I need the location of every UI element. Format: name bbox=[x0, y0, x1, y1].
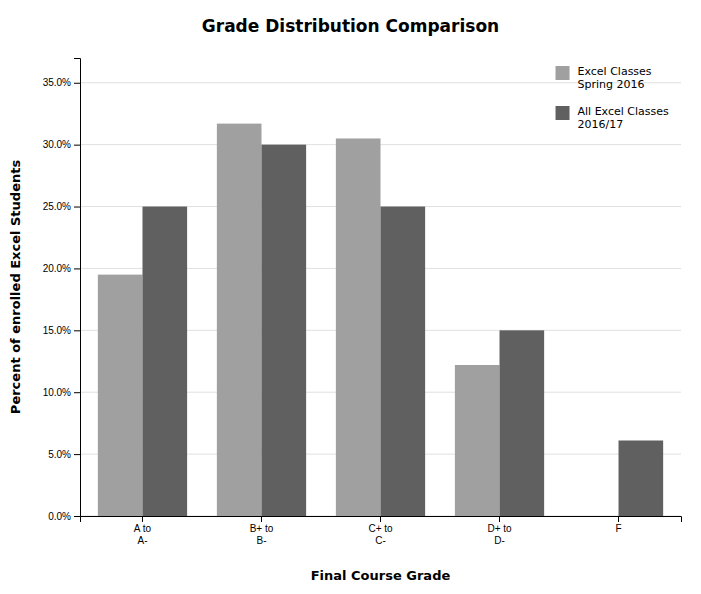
tick-label: C+ toC- bbox=[368, 523, 393, 546]
tick: 15.0% bbox=[43, 325, 80, 336]
tick-mark bbox=[74, 207, 80, 208]
tick-label: 35.0% bbox=[43, 77, 71, 88]
bar bbox=[455, 365, 500, 516]
tick-label: 10.0% bbox=[43, 387, 71, 398]
tick: 20.0% bbox=[43, 263, 80, 274]
tick: F bbox=[615, 516, 621, 534]
text-line: 2016/17 bbox=[578, 118, 624, 131]
tick: B+ toB- bbox=[250, 516, 274, 546]
axis-line bbox=[81, 517, 682, 523]
tick-mark bbox=[618, 516, 619, 522]
tick: 0.0% bbox=[48, 511, 80, 522]
legend-swatch bbox=[556, 66, 570, 80]
tick-mark bbox=[74, 145, 80, 146]
tick-mark bbox=[74, 516, 80, 517]
title: Grade Distribution Comparison bbox=[202, 16, 499, 36]
legend-item: Excel ClassesSpring 2016 bbox=[556, 65, 652, 91]
tick-label: 15.0% bbox=[43, 325, 71, 336]
tick-mark bbox=[74, 268, 80, 269]
x-axis: A toA- B+ toB- C+ toC- D+ toD- F bbox=[81, 516, 682, 546]
tick: 10.0% bbox=[43, 387, 80, 398]
tick: 5.0% bbox=[48, 449, 80, 460]
axis-line bbox=[74, 59, 81, 517]
bar bbox=[381, 207, 426, 516]
bar bbox=[217, 124, 262, 516]
tick-mark bbox=[74, 454, 80, 455]
text-line: Spring 2016 bbox=[578, 78, 645, 91]
bar bbox=[619, 440, 664, 516]
tick: 30.0% bbox=[43, 139, 80, 150]
text-line: A- bbox=[137, 535, 147, 546]
tick-label: A toA- bbox=[134, 523, 152, 546]
marks bbox=[98, 124, 663, 516]
series bbox=[142, 145, 663, 516]
legend: Excel ClassesSpring 2016 All Excel Classe… bbox=[556, 65, 669, 131]
text-line: D- bbox=[494, 535, 505, 546]
bar bbox=[98, 275, 143, 516]
text-line: B+ to bbox=[250, 523, 274, 534]
bar bbox=[574, 516, 619, 517]
bar bbox=[336, 138, 381, 516]
text-line: A to bbox=[134, 523, 152, 534]
text-line: D+ to bbox=[487, 523, 512, 534]
tick-mark bbox=[74, 392, 80, 393]
legend-swatch bbox=[556, 106, 570, 120]
tick-mark bbox=[74, 83, 80, 84]
bar bbox=[142, 207, 187, 516]
legend-label: Excel ClassesSpring 2016 bbox=[578, 65, 652, 91]
tick-mark bbox=[499, 516, 500, 522]
tick-mark bbox=[142, 516, 143, 522]
bar bbox=[261, 145, 306, 516]
text-line: B- bbox=[256, 535, 266, 546]
text-line: All Excel Classes bbox=[578, 105, 669, 118]
y-axis-title: Percent of enrolled Excel Students bbox=[8, 160, 23, 415]
tick-mark bbox=[380, 516, 381, 522]
tick: A toA- bbox=[134, 516, 152, 546]
grid bbox=[80, 83, 681, 516]
text-line: Excel Classes bbox=[578, 65, 652, 78]
series bbox=[98, 124, 500, 516]
tick-label: B+ toB- bbox=[250, 523, 274, 546]
y-axis: 0.0% 5.0% 10.0% 15.0% 20.0% 25.0% 30.0% 35.0% bbox=[43, 59, 81, 522]
tick-label: F bbox=[615, 523, 621, 534]
legend-item: All Excel Classes2016/17 bbox=[556, 105, 669, 131]
tick: 35.0% bbox=[43, 77, 80, 88]
text-line: F bbox=[615, 523, 621, 534]
bar bbox=[500, 330, 545, 516]
tick-label: 5.0% bbox=[48, 449, 71, 460]
text-line: C- bbox=[375, 535, 386, 546]
tick-label: 25.0% bbox=[43, 201, 71, 212]
tick-label: 20.0% bbox=[43, 263, 71, 274]
tick-label: D+ toD- bbox=[487, 523, 512, 546]
x-axis-title: Final Course Grade bbox=[311, 568, 451, 583]
chart: 0.0% 5.0% 10.0% 15.0% 20.0% 25.0% 30.0% 35.0% A … bbox=[0, 0, 701, 594]
tick: D+ toD- bbox=[487, 516, 512, 546]
tick-label: 0.0% bbox=[48, 511, 71, 522]
legend-label: All Excel Classes2016/17 bbox=[578, 105, 669, 131]
tick-mark bbox=[261, 516, 262, 522]
tick: 25.0% bbox=[43, 201, 80, 212]
text-line: C+ to bbox=[368, 523, 393, 534]
plot: 0.0% 5.0% 10.0% 15.0% 20.0% 25.0% 30.0% 35.0% A … bbox=[43, 59, 682, 546]
tick: C+ toC- bbox=[368, 516, 393, 546]
tick-label: 30.0% bbox=[43, 139, 71, 150]
tick-mark bbox=[74, 330, 80, 331]
